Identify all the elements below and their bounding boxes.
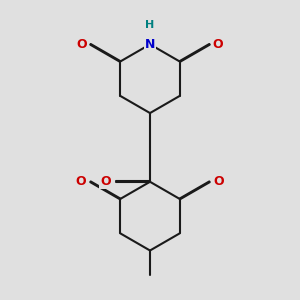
Text: N: N <box>145 38 155 51</box>
Text: O: O <box>76 38 87 51</box>
Text: O: O <box>213 38 224 51</box>
Text: O: O <box>76 175 86 188</box>
Text: H: H <box>146 20 154 30</box>
Text: O: O <box>100 175 111 188</box>
Text: O: O <box>214 175 224 188</box>
